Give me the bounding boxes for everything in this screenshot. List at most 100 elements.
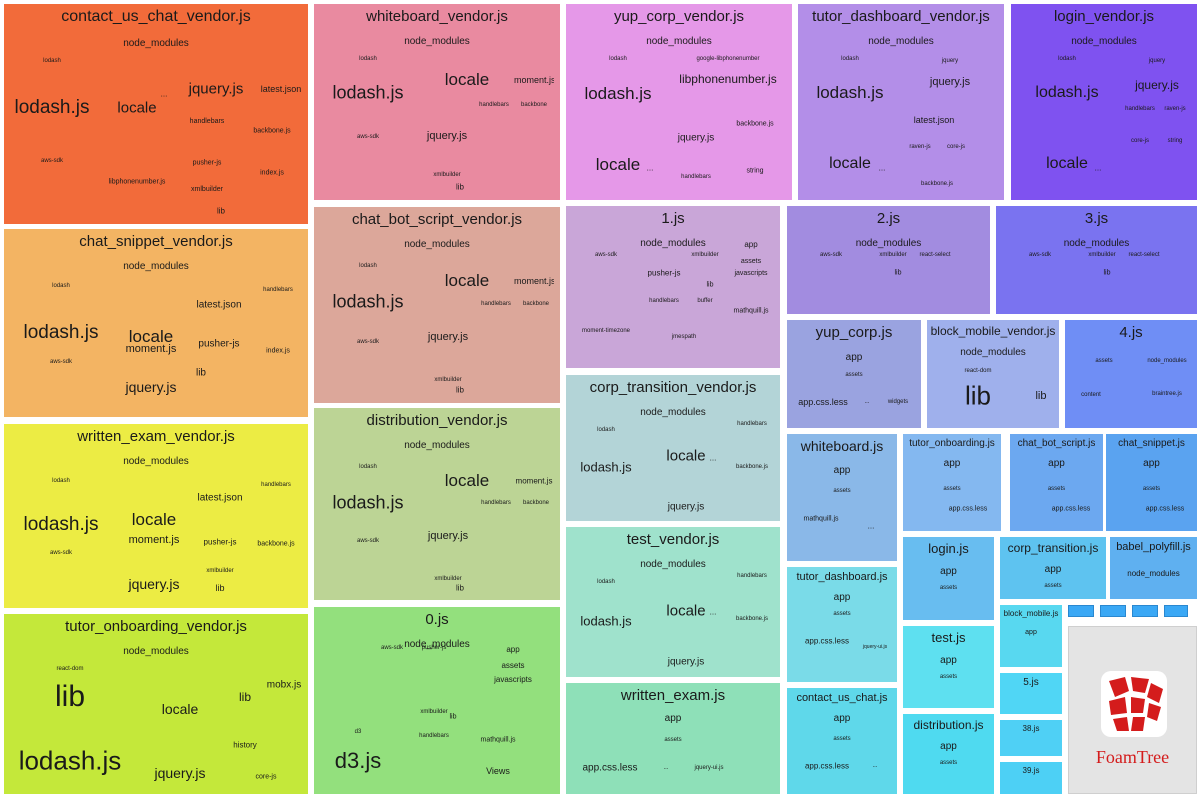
module-block[interactable] — [368, 146, 391, 161]
module-block[interactable] — [216, 396, 237, 412]
assets-cell[interactable]: assets — [1004, 581, 1102, 595]
module-block[interactable] — [320, 550, 343, 564]
module-block[interactable] — [476, 580, 495, 595]
module-block[interactable] — [10, 206, 30, 217]
module-block[interactable] — [515, 349, 534, 365]
module-block[interactable] — [238, 396, 259, 412]
assets-cell[interactable]: assets — [907, 484, 997, 527]
jquery-js-cell[interactable]: jquery.js — [422, 498, 474, 574]
module-block[interactable] — [31, 206, 51, 217]
module-block[interactable] — [617, 262, 639, 276]
module-block[interactable] — [368, 579, 391, 593]
module-block[interactable] — [734, 749, 752, 761]
more-cell[interactable]: ... — [861, 746, 889, 786]
xmlbuilder-cell[interactable]: xmlbuilder — [402, 707, 466, 729]
app-css-less-cell[interactable]: app.css.less — [1046, 494, 1096, 524]
module-block[interactable] — [73, 170, 93, 181]
xmlbuilder-cell[interactable]: xmlbuilder — [194, 566, 246, 604]
module-block[interactable] — [10, 575, 34, 587]
mathquill-js-cell[interactable]: mathquill.js — [793, 498, 849, 540]
lodash-cell[interactable]: lodash — [8, 281, 114, 293]
module-block[interactable] — [535, 382, 554, 398]
module-block[interactable] — [496, 580, 515, 595]
handlebars-cell[interactable]: handlebars — [474, 100, 514, 148]
module-block[interactable] — [935, 595, 960, 612]
module-block[interactable] — [320, 146, 343, 161]
module-block[interactable] — [730, 475, 751, 487]
module-block[interactable] — [1123, 166, 1145, 180]
module-block[interactable] — [85, 575, 109, 587]
locale-cell[interactable]: locale — [570, 134, 666, 196]
lodash-cell[interactable]: lodash — [570, 54, 666, 64]
lib-cell[interactable]: lib — [889, 266, 907, 280]
module-block[interactable] — [392, 146, 415, 161]
pusher-js-cell[interactable]: pusher-js — [188, 329, 250, 359]
module-block[interactable] — [595, 262, 617, 276]
jquery-js-cell[interactable]: jquery.js — [1123, 66, 1191, 104]
distribution-vendor-js-tile[interactable]: distribution_vendor.js node_modules lodash… — [314, 408, 560, 600]
module-block[interactable] — [347, 683, 373, 696]
module-block[interactable] — [267, 566, 285, 578]
handlebars-cell[interactable]: handlebars — [252, 285, 304, 329]
libphonenumber-js-cell[interactable]: libphonenumber.js — [100, 142, 174, 222]
module-block[interactable] — [282, 361, 303, 377]
module-block[interactable] — [248, 566, 266, 578]
module-block[interactable] — [444, 758, 463, 772]
libphonenumber-js-cell[interactable]: libphonenumber.js — [670, 56, 786, 102]
module-block[interactable] — [52, 194, 72, 205]
module-block[interactable] — [496, 366, 515, 382]
d3-cell[interactable]: d3 — [318, 727, 398, 737]
module-block[interactable] — [753, 774, 771, 786]
lodash-cell[interactable]: lodash — [8, 56, 96, 68]
aws-sdk-cell[interactable]: aws-sdk — [1000, 250, 1080, 308]
module-block[interactable] — [830, 542, 848, 555]
react-dom-cell[interactable]: react-dom — [8, 664, 132, 674]
react-dom-cell[interactable]: react-dom — [931, 366, 1025, 376]
jquery-js-cell[interactable]: jquery.js — [902, 66, 998, 98]
mathquill-js-cell[interactable]: mathquill.js — [476, 727, 520, 753]
module-block[interactable] — [1144, 262, 1161, 276]
module-block[interactable] — [1002, 262, 1020, 276]
more-cell[interactable]: ... — [870, 144, 894, 192]
app-css-less-cell[interactable]: app.css.less — [795, 621, 859, 661]
module-block[interactable] — [368, 178, 391, 193]
javascripts-cell[interactable]: javascripts — [732, 268, 770, 360]
module-block[interactable] — [515, 382, 534, 398]
lodash-js-cell[interactable]: lodash.js — [8, 480, 114, 570]
module-block[interactable] — [935, 770, 960, 787]
moment-js-cell[interactable]: moment.js — [116, 339, 186, 359]
aws-sdk-cell[interactable]: aws-sdk — [8, 357, 114, 413]
handlebars-cell[interactable]: handlebars — [248, 480, 304, 522]
module-block[interactable] — [730, 488, 751, 500]
d3-js-cell[interactable]: d3.js — [318, 731, 398, 791]
jquery-cell[interactable]: jquery — [902, 56, 998, 66]
module-block[interactable] — [1002, 291, 1020, 305]
module-block[interactable] — [368, 366, 391, 380]
xmlbuilder-cell[interactable]: xmlbuilder — [1082, 250, 1122, 292]
chat-snippet-vendor-js-tile[interactable]: chat_snippet_vendor.js node_modules lodash… — [4, 229, 308, 417]
module-block[interactable] — [10, 589, 34, 601]
module-block[interactable] — [496, 349, 515, 365]
module-block[interactable] — [734, 762, 752, 774]
module-block[interactable] — [974, 119, 997, 137]
module-block[interactable] — [1146, 181, 1168, 195]
moment-timezone-cell[interactable]: moment-timezone — [570, 326, 642, 362]
written-exam-vendor-js-tile[interactable]: written_exam_vendor.js node_modules lodash… — [4, 424, 308, 608]
views-cell[interactable]: Views — [476, 757, 520, 785]
assets-cell[interactable]: assets — [907, 758, 990, 790]
whiteboard-js-tile[interactable]: whiteboard.js app assets mathquill.js... — [787, 434, 897, 561]
module-block[interactable] — [752, 627, 773, 641]
module-block[interactable] — [60, 562, 84, 574]
module-block[interactable] — [496, 564, 515, 579]
small-bundle-tile[interactable] — [1100, 605, 1126, 617]
lodash-cell[interactable]: lodash — [318, 261, 418, 271]
locale-cell[interactable]: locale — [422, 62, 512, 98]
lodash-cell[interactable]: lodash — [8, 476, 114, 488]
chat-bot-script-vendor-js-tile[interactable]: chat_bot_script_vendor.js node_modules lod… — [314, 207, 560, 403]
module-block[interactable] — [476, 349, 495, 365]
module-block[interactable] — [10, 384, 34, 396]
history-cell[interactable]: history — [228, 730, 262, 760]
lib-cell[interactable]: lib — [8, 666, 132, 728]
module-block[interactable] — [392, 178, 415, 193]
module-block[interactable] — [935, 684, 960, 701]
